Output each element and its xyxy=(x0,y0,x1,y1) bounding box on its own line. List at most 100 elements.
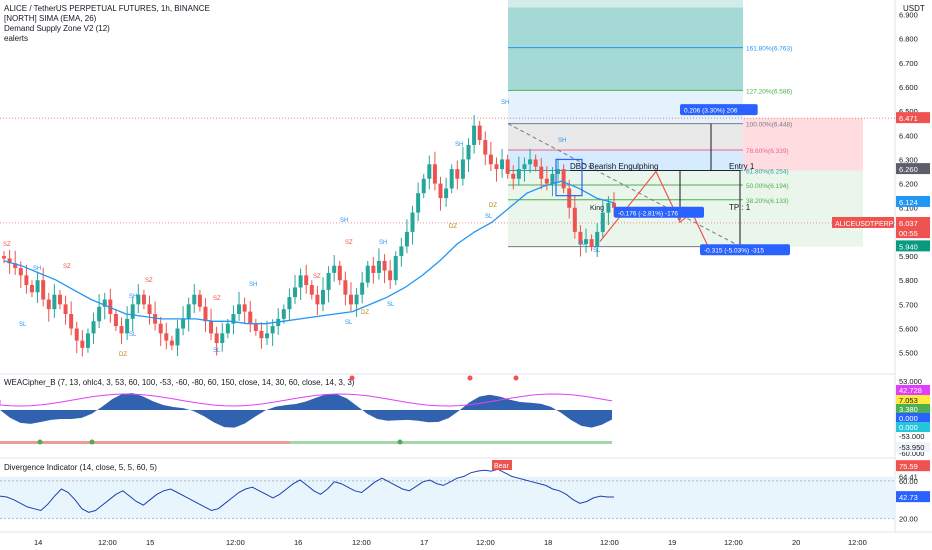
indicator-dsz-label[interactable]: Demand Supply Zone V2 (12) xyxy=(4,24,110,33)
candle-body xyxy=(533,159,538,167)
candle-body xyxy=(416,193,421,213)
wave-badge: 42.728 xyxy=(899,386,922,395)
candle-body xyxy=(606,202,611,213)
alert-dot xyxy=(513,375,519,381)
wave-badge-bg xyxy=(896,395,930,405)
wave-tick: 53.000 xyxy=(899,377,922,386)
candle-body xyxy=(46,299,51,310)
entry-label: Entry 1 xyxy=(729,162,755,171)
candle-body xyxy=(505,159,510,174)
signal-dot xyxy=(397,439,403,445)
div-badge-bg xyxy=(896,491,930,503)
candle-body xyxy=(365,265,370,283)
marker-dz: DZ xyxy=(361,310,369,316)
candle-body xyxy=(584,239,589,244)
wave-badge-bg xyxy=(896,442,930,452)
marker-sh: SH xyxy=(249,282,257,288)
time-tick: 12:00 xyxy=(352,538,371,547)
candle-body xyxy=(175,328,180,346)
candle-body xyxy=(130,304,135,319)
candle-body xyxy=(108,299,113,315)
price-tick: 6.100 xyxy=(899,204,918,213)
marker-dz: DZ xyxy=(119,352,127,358)
candle-body xyxy=(528,159,533,165)
candle-body xyxy=(472,125,477,145)
wave-tick: -60.000 xyxy=(899,449,924,458)
marker-sl: SL xyxy=(19,322,27,328)
candle-body xyxy=(41,280,46,300)
marker-sl: SL xyxy=(593,248,601,254)
candle-body xyxy=(388,270,393,281)
candle-body xyxy=(91,321,96,334)
candle-body xyxy=(578,231,583,244)
candle-body xyxy=(427,164,432,179)
measure-tp: -0.315 (-5.03%) -315 xyxy=(704,248,764,255)
divergence-pane: Divergence Indicator (14, close, 5, 5, 6… xyxy=(0,460,930,524)
candle-body xyxy=(7,258,12,264)
measure-short-bg xyxy=(614,206,704,218)
price-badge: 5.940 xyxy=(899,242,918,251)
candle-body xyxy=(320,289,325,305)
wave-badge-bg xyxy=(896,404,930,414)
time-tick: 12:00 xyxy=(848,538,867,547)
bear-label-bg xyxy=(492,460,512,470)
div-tick: 64.41 xyxy=(899,473,918,482)
fib-label: 100.00%(6.448) xyxy=(746,122,792,129)
div-badge: 42.73 xyxy=(899,493,918,502)
candle-body xyxy=(197,294,202,307)
candle-body xyxy=(169,340,174,346)
candle-body xyxy=(376,260,381,273)
measure-long: 0.206 (3.30%) 206 xyxy=(684,108,738,115)
wave-badge-bg xyxy=(896,413,930,423)
price-badge: 6.260 xyxy=(899,165,918,174)
marker-sh: SH xyxy=(558,138,566,144)
candle-body xyxy=(136,294,141,305)
indicator-ema-label[interactable]: [NORTH] SIMA (EMA, 26) xyxy=(4,14,97,23)
price-badge: 00:55 xyxy=(899,229,918,238)
price-badge-bg xyxy=(896,112,930,124)
marker-sl: SL xyxy=(578,241,586,247)
candle-body xyxy=(80,340,85,348)
candle-body xyxy=(29,285,34,293)
div-title: Divergence Indicator (14, close, 5, 5, 6… xyxy=(4,463,157,472)
fib-label: 50.00%(6.194) xyxy=(746,183,789,190)
price-tick: 5.700 xyxy=(899,300,918,309)
candle-body xyxy=(348,294,353,305)
currency-label: USDT xyxy=(903,4,925,13)
candle-body xyxy=(281,309,286,319)
candle-body xyxy=(432,164,437,184)
marker-sz: SZ xyxy=(63,264,71,270)
candle-body xyxy=(516,169,521,179)
price-badge-bg xyxy=(896,227,930,239)
candle-body xyxy=(337,265,342,281)
candle-body xyxy=(404,231,409,247)
wave-badge: -53.950 xyxy=(899,443,924,452)
symbol-tag: ALICEUSDTPERP xyxy=(835,221,894,228)
price-tick: 5.900 xyxy=(899,252,918,261)
marker-sz: SZ xyxy=(313,274,321,280)
marker-sz: SZ xyxy=(3,242,11,248)
fib-zone-gray xyxy=(508,123,743,151)
candle-body xyxy=(287,297,292,310)
marker-dz: DZ xyxy=(449,224,457,230)
candle-body xyxy=(539,166,544,179)
candle-body xyxy=(248,311,253,324)
wave-cipher-pane: WEACipher_B (7, 13, ohlc4, 3, 53, 60, 10… xyxy=(0,375,930,458)
stop-zone xyxy=(743,118,863,171)
price-badge-bg xyxy=(896,163,930,175)
candle-body xyxy=(421,178,426,194)
indicator-ealerts-label[interactable]: ealerts xyxy=(4,34,29,43)
time-tick: 14 xyxy=(34,538,42,547)
rsi-line xyxy=(0,468,614,513)
pattern-label: DBD Bearish Engulphing xyxy=(570,162,659,171)
marker-sl: SL xyxy=(485,214,493,220)
wave-badge: 0.000 xyxy=(899,423,918,432)
candle-body xyxy=(343,280,348,295)
candle-body xyxy=(595,231,600,247)
time-tick: 16 xyxy=(294,538,302,547)
candle-body xyxy=(612,202,616,208)
wave-title: WEACipher_B (7, 13, ohlc4, 3, 53, 60, 10… xyxy=(4,378,355,387)
price-badge: 6.037 xyxy=(899,219,918,228)
candle-body xyxy=(410,212,415,232)
